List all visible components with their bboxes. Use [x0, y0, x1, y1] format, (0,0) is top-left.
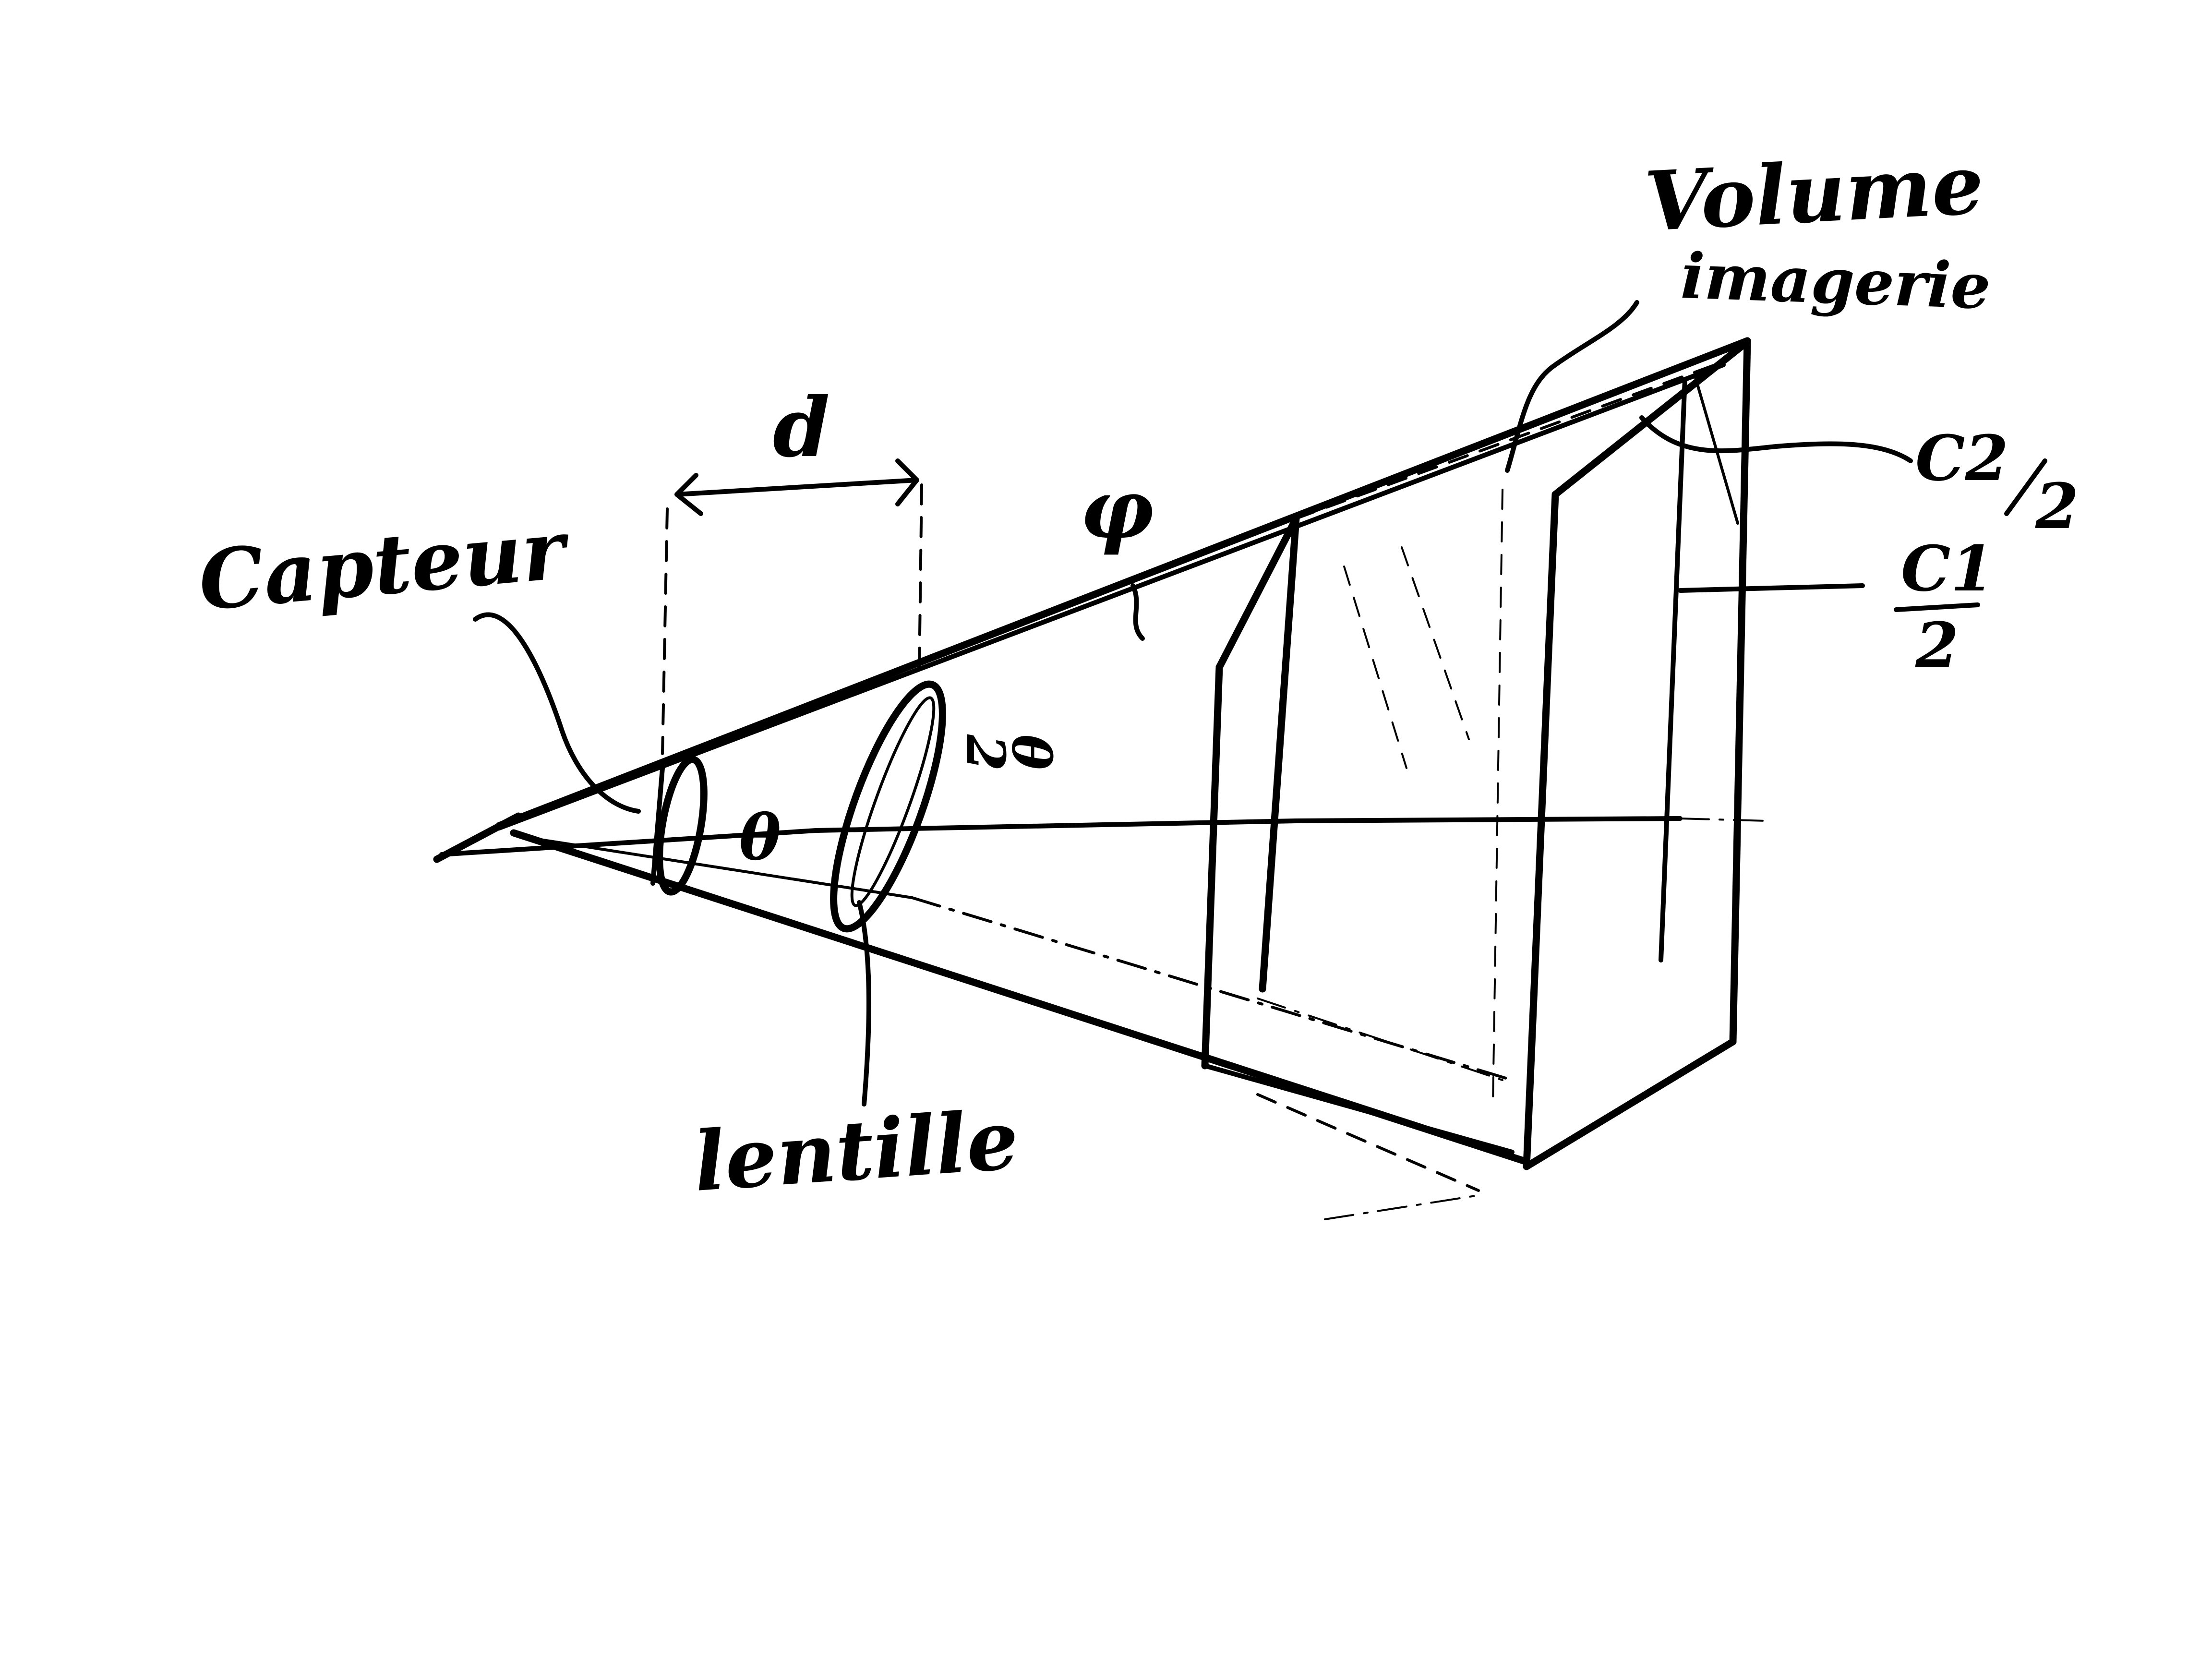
phi-marker: [1130, 583, 1145, 641]
theta-half-label: θ 2: [955, 734, 1062, 771]
volume-hidden-vert: [1492, 489, 1503, 1105]
lens-shape: [830, 680, 946, 933]
lentille-leader: [857, 900, 871, 1107]
near-face-bottom: [1202, 1063, 1515, 1155]
d-label: d: [773, 380, 830, 476]
near-face-top: [1215, 515, 1300, 671]
dimension-d-arrowhead-right: [895, 458, 919, 506]
c1-half-bar: [1894, 602, 1980, 612]
volume-hidden-mid: [1257, 998, 1503, 1081]
c2-half-num: C2: [1915, 421, 2008, 495]
dimension-d-arrow-line: [674, 478, 919, 497]
capteur-leader: [473, 612, 641, 814]
dimension-d-arrowhead-left: [674, 473, 703, 516]
dimension-d-left-guide: [661, 507, 669, 755]
far-face-bottom: [1523, 1038, 1737, 1170]
apex-mark: [433, 812, 522, 863]
c2-leader: [1639, 415, 1913, 463]
upper-ray-inner: [497, 362, 1726, 830]
near-face-left: [1201, 663, 1223, 1070]
c1-leader: [1678, 583, 1865, 593]
sensor-shape: [656, 756, 708, 896]
theta-half-num: θ: [1000, 734, 1062, 770]
c1-half-label: C1 2: [1894, 532, 1994, 682]
phi-label: φ: [1080, 461, 1154, 557]
far-face-front-top: [1551, 342, 1746, 498]
volume-label-line1: Volume: [1643, 136, 1986, 250]
volume-hidden-top: [1295, 359, 1730, 520]
theta-label: θ: [739, 801, 781, 874]
c2-half-slash: [2004, 458, 2047, 516]
upper-ray: [495, 337, 1751, 830]
theta-half-den: 2: [955, 734, 1017, 771]
c2-half-den: 2: [2035, 469, 2079, 543]
near-face-right: [1259, 515, 1300, 993]
lower-ray-inner: [527, 836, 914, 899]
sensor-back-line: [650, 766, 665, 886]
volume-shadow-bottom-2: [1324, 1194, 1479, 1220]
c1-half-num: C1: [1901, 532, 1994, 605]
volume-hidden-diag: [1343, 565, 1407, 769]
volume-shadow-bottom: [1256, 1093, 1480, 1192]
c1-half-den: 2: [1915, 609, 1959, 682]
far-face-inner-vertical: [1659, 377, 1687, 962]
c2-half-label: C2 2: [1915, 421, 2079, 543]
volume-hidden-diag-2: [1401, 546, 1470, 740]
volume-label-line2: imagerie: [1680, 239, 1992, 323]
optical-axis: [439, 816, 1683, 857]
capteur-label: Capteur: [195, 501, 574, 629]
far-face-front-left: [1523, 491, 1559, 1170]
lens-inner: [850, 696, 936, 907]
lentille-label: lentille: [691, 1092, 1022, 1210]
far-face-back-right: [1729, 337, 1751, 1046]
dimension-d-right-guide: [918, 483, 923, 674]
optical-axis-extension: [1679, 818, 1767, 822]
volume-leader: [1505, 300, 1639, 473]
